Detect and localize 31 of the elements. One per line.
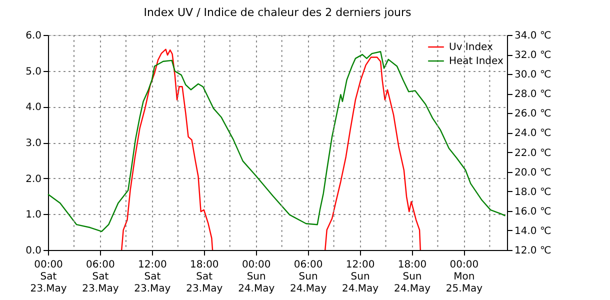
y-tick-label: 2.0: [26, 174, 42, 185]
legend-label: Uv Index: [449, 42, 494, 53]
y2-tick-label: 18.0 ℃: [514, 186, 552, 198]
x-tick-label: 00:00 Sun 24.May: [238, 260, 275, 294]
y2-tick-label: 30.0 ℃: [514, 70, 552, 81]
y-tick-label: 1.0: [26, 210, 42, 221]
x-tick-label: 00:00 Sat 23.May: [30, 260, 67, 294]
x-tick-label: 18:00 Sat 23.May: [186, 260, 223, 294]
y-tick-label: 4.0: [26, 102, 42, 114]
y2-tick-label: 34.0 ℃: [514, 30, 552, 42]
y-tick-label: 6.0: [26, 30, 42, 42]
y-tick-label: 3.0: [26, 138, 42, 149]
chart-title: Index UV / Indice de chaleur des 2 derniers jours: [144, 6, 412, 19]
y2-tick-label: 28.0 ℃: [514, 89, 552, 100]
y2-tick-label: 32.0 ℃: [514, 50, 552, 62]
y2-tick-label: 12.0 ℃: [514, 246, 552, 256]
x-tick-label: 12:00 Sat 23.May: [134, 260, 171, 294]
y-tick-label: 5.0: [26, 66, 42, 78]
x-tick-label: 18:00 Sun 24.May: [394, 260, 431, 294]
y2-tick-label: 22.0 ℃: [514, 148, 552, 159]
y2-tick-label: 24.0 ℃: [514, 128, 552, 140]
x-tick-label: 12:00 Sun 24.May: [342, 260, 379, 294]
y2-tick-label: 20.0 ℃: [514, 167, 552, 178]
y-tick-label: 0.0: [26, 246, 42, 256]
y2-tick-label: 16.0 ℃: [514, 206, 552, 218]
x-tick-label: 06:00 Sun 24.May: [290, 260, 327, 294]
y2-tick-label: 26.0 ℃: [514, 108, 552, 120]
legend-label: Heat Index: [449, 56, 504, 67]
x-tick-label: 00:00 Mon 25.May: [446, 260, 483, 294]
y2-tick-label: 14.0 ℃: [514, 226, 552, 237]
x-tick-label: 06:00 Sat 23.May: [82, 260, 119, 294]
